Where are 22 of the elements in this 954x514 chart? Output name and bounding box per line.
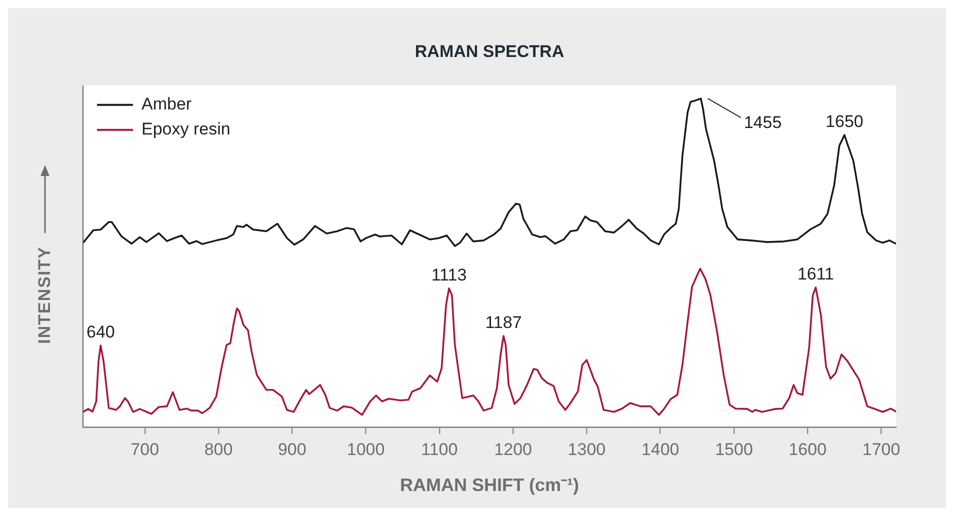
x-tick-label: 1700 [862, 440, 900, 459]
x-tick-label: 1400 [641, 440, 680, 459]
x-tick-label: 900 [278, 440, 306, 459]
x-tick-label: 1000 [346, 440, 385, 459]
x-tick-label: 1200 [494, 440, 532, 459]
y-axis-title: INTENSITY [35, 246, 55, 344]
legend-label: Amber [142, 94, 192, 114]
annotation: 1650 [826, 112, 864, 132]
annotation: 640 [86, 322, 115, 342]
x-axis-title: RAMAN SHIFT (cm⁻¹) [400, 475, 579, 496]
annotation: 1187 [485, 313, 522, 332]
annotation: 1113 [431, 266, 467, 285]
x-tick-label: 700 [130, 440, 160, 459]
x-tick-label: 1300 [568, 440, 606, 459]
x-tick-label: 1100 [421, 440, 458, 459]
legend-label: Epoxy resin [142, 120, 230, 139]
x-tick-label: 1600 [788, 440, 827, 459]
annotation: 1455 [744, 113, 782, 132]
x-tick-label: 1500 [715, 440, 753, 459]
chart-title: RAMAN SPECTRA [414, 42, 564, 61]
x-tick-label: 800 [204, 440, 233, 459]
annotation: 1611 [797, 264, 834, 284]
